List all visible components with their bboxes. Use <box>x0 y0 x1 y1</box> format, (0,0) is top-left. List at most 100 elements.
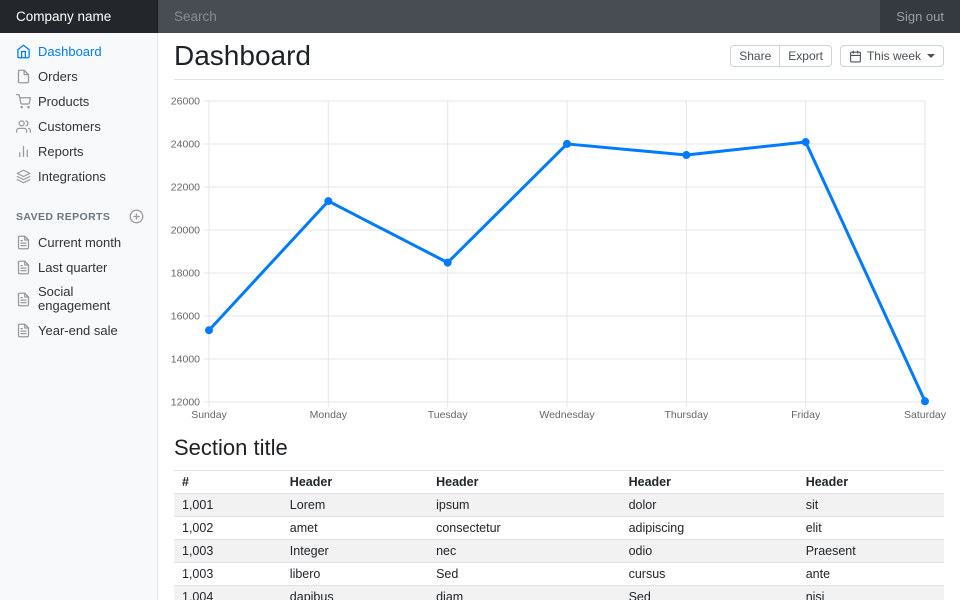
chart-point <box>801 138 810 147</box>
table-cell: adipiscing <box>620 516 798 540</box>
sidebar: Dashboard Orders Products Customers Repo… <box>0 33 158 600</box>
layers-icon <box>16 169 31 184</box>
sidebar-item-label: Reports <box>38 143 84 159</box>
brand-link[interactable]: Company name <box>0 0 158 33</box>
share-export-button-group: Share Export <box>730 45 832 67</box>
users-icon <box>16 119 31 134</box>
chart-point <box>205 326 213 335</box>
table-header: # Header Header Header Header <box>174 470 944 494</box>
y-axis-tick-label: 20000 <box>171 225 200 237</box>
sidebar-item-dashboard[interactable]: Dashboard <box>0 39 158 64</box>
sidebar-item-social-engagement[interactable]: Social engagement <box>0 280 158 318</box>
y-axis-tick-label: 14000 <box>171 354 200 366</box>
x-axis-tick-label: Friday <box>791 409 821 421</box>
y-axis-tick-label: 18000 <box>171 268 200 280</box>
table-header-row: # Header Header Header Header <box>174 470 944 494</box>
table-cell: cursus <box>620 562 798 586</box>
file-text-icon <box>16 235 31 250</box>
table-header-cell: # <box>174 470 282 494</box>
bar-chart-icon <box>16 144 31 159</box>
y-axis-tick-label: 12000 <box>171 397 200 409</box>
shopping-cart-icon <box>16 94 31 109</box>
sidebar-item-year-end-sale[interactable]: Year-end sale <box>0 318 158 343</box>
sidebar-item-label: Orders <box>38 68 78 84</box>
chart-container: 12000 14000 16000 18000 20000 22000 24000 26000… <box>171 92 947 424</box>
table-cell: elit <box>797 516 944 540</box>
calendar-icon <box>849 50 862 63</box>
sidebar-item-orders[interactable]: Orders <box>0 64 158 89</box>
table-cell: Sed <box>428 562 621 586</box>
sidebar-item-label: Current month <box>38 234 122 250</box>
share-button[interactable]: Share <box>730 45 781 67</box>
table-cell: dolor <box>628 498 657 512</box>
table-header-cell: Header <box>281 470 429 494</box>
share-button-label: Share <box>739 49 772 63</box>
table-cell: consectetur <box>428 516 621 540</box>
y-axis-tick-label: 24000 <box>171 139 200 151</box>
sidebar-item-products[interactable]: Products <box>0 89 158 114</box>
x-axis-tick-label: Wednesday <box>539 409 595 421</box>
file-text-icon <box>16 323 31 338</box>
table-cell: ante <box>797 562 944 586</box>
sign-out-label: Sign out <box>896 9 944 24</box>
table-cell: dapibus <box>281 585 429 600</box>
table-cell: sit <box>805 498 819 512</box>
main-content: Dashboard Share Export This week 12000 14… <box>158 33 960 600</box>
page-title: Dashboard <box>174 40 311 71</box>
page-header: Dashboard Share Export This week <box>174 33 944 80</box>
table-row: 1,002 amet consectetur adipiscing elit <box>174 516 944 540</box>
sidebar-item-label: Customers <box>38 118 101 134</box>
x-axis-tick-label: Sunday <box>191 409 227 421</box>
table-row: 1,001 Lorem ipsum dolor sit <box>174 493 944 517</box>
table-cell: libero <box>281 562 429 586</box>
y-axis-tick-label: 26000 <box>171 96 200 108</box>
chart-point <box>563 139 571 148</box>
chart-point <box>443 258 452 267</box>
table-cell: odio <box>620 539 798 563</box>
table-cell: Lorem <box>289 498 326 512</box>
sidebar-item-customers[interactable]: Customers <box>0 114 158 139</box>
chart-point <box>682 150 691 159</box>
table-cell: 1,003 <box>174 562 282 586</box>
sidebar-item-current-month[interactable]: Current month <box>0 230 158 255</box>
sidebar-item-label: Social engagement <box>38 284 111 313</box>
table-cell: 1,004 <box>174 585 282 600</box>
sidebar-item-last-quarter[interactable]: Last quarter <box>0 255 158 280</box>
y-axis-tick-label: 22000 <box>171 182 200 194</box>
home-icon <box>16 44 31 59</box>
sidebar-item-label: Last quarter <box>38 259 108 275</box>
table-cell: 1,001 <box>182 498 214 512</box>
export-button[interactable]: Export <box>780 45 832 67</box>
sidebar-item-reports[interactable]: Reports <box>0 139 158 164</box>
period-dropdown-button[interactable]: This week <box>839 45 944 67</box>
table-row: 1,003 Integer nec odio Praesent <box>174 539 944 563</box>
sidebar-item-integrations[interactable]: Integrations <box>0 164 158 189</box>
file-text-icon <box>16 292 31 307</box>
file-icon <box>16 69 31 84</box>
table-row: 1,003 libero Sed cursus ante <box>174 562 944 586</box>
table-cell: amet <box>281 516 429 540</box>
brand-label: Company name <box>16 9 112 24</box>
table-header-cell: Header <box>428 470 621 494</box>
top-navbar: Company name Sign out <box>0 0 960 33</box>
chart-point <box>921 397 929 406</box>
caret-down-icon <box>927 54 935 58</box>
y-axis-tick-label: 16000 <box>171 311 200 323</box>
sidebar-item-label: Year-end sale <box>38 322 118 338</box>
table-cell: Sed <box>620 585 798 600</box>
table-cell: Integer <box>281 539 429 563</box>
x-axis-tick-label: Thursday <box>664 409 709 421</box>
section-title: Section title <box>174 435 288 460</box>
search-input[interactable] <box>158 0 881 33</box>
x-axis-tick-label: Tuesday <box>428 409 469 421</box>
table-cell: ipsum <box>436 498 470 512</box>
saved-reports-heading-label: Saved reports <box>16 210 111 223</box>
sidebar-item-label: Products <box>38 93 90 109</box>
period-dropdown-label: This week <box>866 49 921 63</box>
table-cell: Praesent <box>797 539 944 563</box>
toolbar: Share Export This week <box>730 45 944 67</box>
sidebar-item-label: Integrations <box>38 168 106 184</box>
sign-out-link[interactable]: Sign out <box>880 0 960 33</box>
sidebar-item-label: Dashboard <box>38 43 102 59</box>
plus-circle-icon[interactable] <box>129 209 144 224</box>
